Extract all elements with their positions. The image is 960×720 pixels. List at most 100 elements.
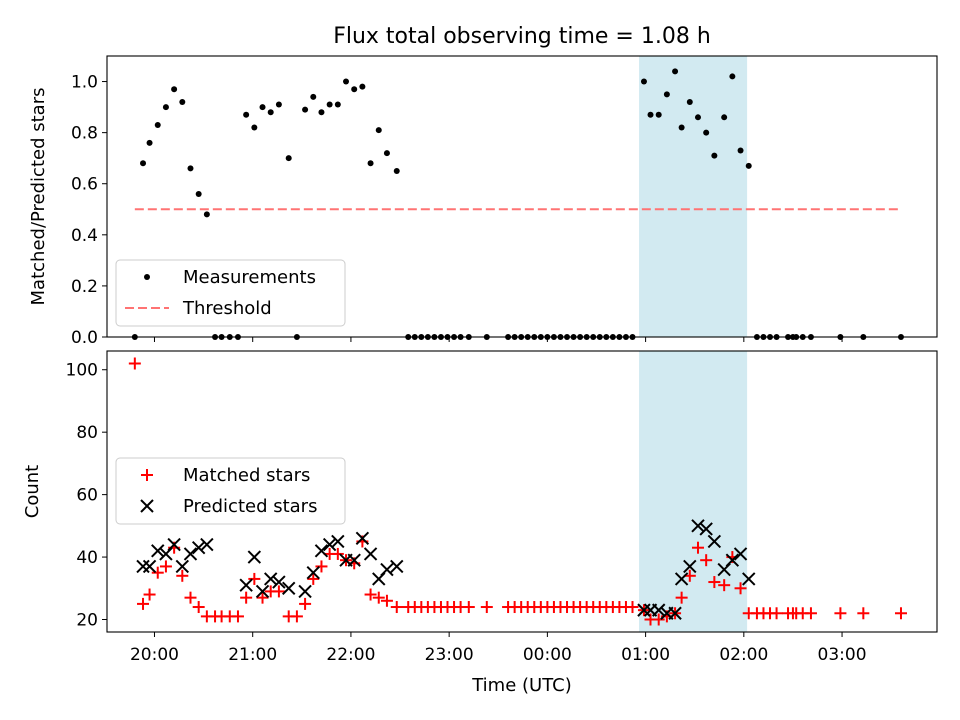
predicted-star-point bbox=[200, 537, 214, 552]
matched-star-point bbox=[718, 579, 731, 592]
figure-title: Flux total observing time = 1.08 h bbox=[333, 24, 711, 49]
legend-box bbox=[115, 457, 346, 525]
matched-star-point bbox=[307, 572, 320, 585]
matched-star-point bbox=[364, 588, 377, 601]
matched-star-point bbox=[184, 591, 197, 604]
legend-label: Predicted stars bbox=[183, 496, 317, 517]
matched-star-point bbox=[128, 357, 141, 370]
predicted-star-point bbox=[691, 519, 705, 533]
predicted-star-point bbox=[255, 584, 270, 599]
y-tick-label: 80 bbox=[76, 423, 98, 443]
predicted-star-point bbox=[167, 537, 181, 552]
predicted-star-point bbox=[272, 575, 286, 589]
legend-dot-symbol bbox=[144, 274, 150, 280]
predicted-star-point bbox=[322, 537, 337, 552]
measurement-point bbox=[729, 73, 736, 80]
y-tick-label: 1.0 bbox=[71, 73, 98, 93]
measurement-point bbox=[251, 124, 258, 131]
predicted-star-point bbox=[175, 559, 190, 574]
y-tick-label: 0.2 bbox=[71, 277, 98, 297]
bottom-axes-frame bbox=[106, 350, 938, 633]
measurement-point bbox=[359, 83, 366, 90]
measurement-point bbox=[745, 162, 752, 169]
predicted-star-point bbox=[355, 531, 370, 546]
matched-star-point bbox=[137, 597, 150, 610]
matched-star-point bbox=[834, 607, 847, 620]
top-y-ticks: 0.0 0.2 0.4 0.6 0.8 1.0 bbox=[71, 73, 107, 348]
measurement-point bbox=[171, 86, 178, 93]
measurement-point bbox=[375, 127, 382, 134]
matched-star-point bbox=[372, 591, 385, 604]
bottom-shaded-span bbox=[639, 351, 748, 632]
predicted-star-point bbox=[239, 578, 253, 592]
matched-star-point bbox=[315, 560, 328, 573]
x-tick-label: 21:00 bbox=[228, 645, 277, 665]
measurement-point bbox=[640, 78, 647, 85]
predicted-star-point bbox=[142, 559, 157, 574]
measurement-point bbox=[721, 114, 728, 121]
measurement-point bbox=[162, 104, 169, 111]
predicted-star-point bbox=[136, 559, 150, 574]
measurement-point bbox=[711, 152, 718, 159]
top-shaded-span bbox=[639, 56, 748, 337]
measurement-point bbox=[275, 101, 282, 108]
matched-star-point bbox=[462, 601, 475, 614]
predicted-star-point bbox=[191, 540, 206, 555]
predicted-star-point bbox=[651, 603, 666, 617]
matched-star-point bbox=[857, 607, 870, 620]
measurement-point bbox=[326, 101, 333, 108]
x-tick-label: 02:00 bbox=[719, 645, 768, 665]
measurement-point bbox=[203, 211, 210, 218]
matched-star-point bbox=[691, 541, 704, 554]
y-tick-label: 0.0 bbox=[71, 328, 98, 348]
matched-star-point bbox=[770, 607, 783, 620]
shaded-span bbox=[639, 56, 748, 337]
matched-star-point bbox=[480, 601, 493, 614]
matched-star-point bbox=[248, 572, 261, 585]
bottom-x-ticks: 20:00 21:00 22:00 23:00 00:00 01:00 02:00 03:00 bbox=[130, 632, 867, 665]
measurement-point bbox=[334, 101, 341, 108]
measurement-point bbox=[703, 129, 710, 136]
y-tick-label: 100 bbox=[66, 361, 98, 381]
measurement-point bbox=[686, 98, 693, 105]
legend-x-symbol bbox=[140, 499, 154, 513]
measurement-point bbox=[267, 109, 274, 116]
y-tick-label: 0.8 bbox=[71, 124, 98, 144]
predicted-star-point bbox=[668, 606, 682, 620]
matched-star-point bbox=[192, 601, 205, 614]
predicted-star-point bbox=[183, 547, 198, 561]
predicted-star-point bbox=[331, 534, 345, 549]
measurement-point bbox=[367, 160, 374, 167]
predicted-star-point bbox=[247, 550, 262, 564]
measurement-point bbox=[285, 155, 292, 162]
top-panel: 0.0 0.2 0.4 0.6 0.8 1.0 Matched/Predicted sta… bbox=[28, 55, 938, 348]
predicted-star-point bbox=[725, 553, 740, 567]
top-y-axis-label: Matched/Predicted stars bbox=[28, 88, 49, 306]
measurement-point bbox=[351, 86, 358, 93]
measurement-point bbox=[195, 190, 202, 197]
predicted-star-point bbox=[390, 559, 404, 574]
predicted-star-point bbox=[733, 547, 748, 561]
predicted-star-point bbox=[674, 572, 689, 586]
y-tick-label: 0.6 bbox=[71, 175, 98, 195]
x-tick-label: 00:00 bbox=[523, 645, 572, 665]
matched-star-point bbox=[256, 591, 269, 604]
measurement-point bbox=[663, 91, 670, 98]
predicted-star-point bbox=[306, 565, 320, 580]
matched-star-point bbox=[380, 594, 393, 607]
predicted-star-point bbox=[637, 603, 651, 617]
measurement-point bbox=[302, 106, 309, 113]
matched-star-point bbox=[151, 566, 164, 579]
legend-label: Measurements bbox=[183, 267, 316, 288]
matched-star-point bbox=[894, 607, 907, 620]
measurement-point bbox=[647, 111, 654, 118]
measurement-point bbox=[179, 98, 186, 105]
predicted-star-point bbox=[742, 572, 756, 586]
measurement-point bbox=[678, 124, 685, 131]
matched-star-point bbox=[626, 601, 639, 614]
matched-star-point bbox=[231, 610, 244, 623]
bottom-x-axis-label: Time (UTC) bbox=[471, 675, 572, 696]
measurement-point bbox=[318, 109, 325, 116]
matched-star-point bbox=[290, 610, 303, 623]
